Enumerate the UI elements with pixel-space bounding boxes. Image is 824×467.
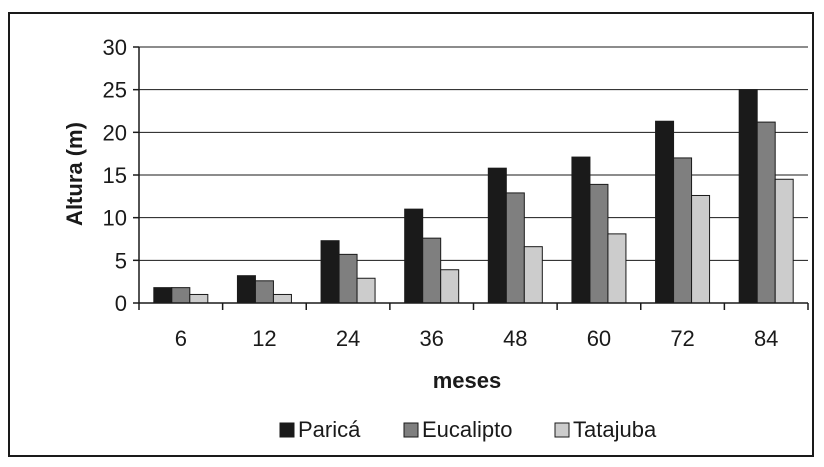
y-axis-label: Altura (m) bbox=[62, 122, 87, 226]
bar-eucalipto-48 bbox=[506, 193, 524, 303]
x-tick-label: 24 bbox=[336, 326, 360, 351]
bars bbox=[154, 90, 793, 303]
legend-label: Eucalipto bbox=[422, 417, 513, 442]
bar-parica-24 bbox=[321, 241, 339, 303]
x-tick-label: 72 bbox=[670, 326, 694, 351]
y-axis-ticks: 0 5 10 15 20 25 30 bbox=[103, 35, 139, 316]
bar-parica-84 bbox=[739, 90, 757, 303]
x-tick-label: 60 bbox=[587, 326, 611, 351]
bar-tatajuba-36 bbox=[441, 270, 459, 303]
y-tick-label: 10 bbox=[103, 206, 127, 231]
legend-swatch bbox=[404, 423, 418, 437]
x-tick-label: 48 bbox=[503, 326, 527, 351]
bar-eucalipto-12 bbox=[255, 281, 273, 303]
bar-eucalipto-6 bbox=[172, 288, 190, 303]
x-tick-label: 84 bbox=[754, 326, 778, 351]
bar-tatajuba-60 bbox=[608, 234, 626, 303]
bar-eucalipto-36 bbox=[423, 238, 441, 303]
bar-parica-60 bbox=[572, 157, 590, 303]
bar-eucalipto-84 bbox=[757, 122, 775, 303]
legend-label: Paricá bbox=[298, 417, 361, 442]
bar-tatajuba-6 bbox=[190, 294, 208, 303]
legend-swatch bbox=[280, 423, 294, 437]
x-axis-ticks: 6 12 24 36 48 60 72 84 bbox=[139, 303, 808, 351]
bar-tatajuba-24 bbox=[357, 278, 375, 303]
bar-eucalipto-24 bbox=[339, 254, 357, 303]
bar-parica-72 bbox=[656, 121, 674, 303]
bar-parica-6 bbox=[154, 288, 172, 303]
x-tick-label: 6 bbox=[175, 326, 187, 351]
x-axis-label: meses bbox=[433, 368, 502, 393]
y-tick-label: 25 bbox=[103, 78, 127, 103]
y-tick-label: 15 bbox=[103, 163, 127, 188]
bar-tatajuba-72 bbox=[692, 195, 710, 303]
legend-label: Tatajuba bbox=[573, 417, 657, 442]
y-tick-label: 30 bbox=[103, 35, 127, 60]
y-tick-label: 0 bbox=[115, 291, 127, 316]
x-tick-label: 12 bbox=[252, 326, 276, 351]
bar-eucalipto-60 bbox=[590, 184, 608, 303]
bar-parica-48 bbox=[488, 168, 506, 303]
y-tick-label: 20 bbox=[103, 120, 127, 145]
legend: Paricá Eucalipto Tatajuba bbox=[280, 417, 657, 442]
y-tick-label: 5 bbox=[115, 248, 127, 273]
bar-eucalipto-72 bbox=[674, 158, 692, 303]
bar-tatajuba-12 bbox=[273, 294, 291, 303]
bar-tatajuba-84 bbox=[775, 179, 793, 303]
bar-parica-12 bbox=[237, 276, 255, 303]
legend-swatch bbox=[555, 423, 569, 437]
bar-tatajuba-48 bbox=[524, 247, 542, 303]
bar-parica-36 bbox=[405, 209, 423, 303]
x-tick-label: 36 bbox=[419, 326, 443, 351]
